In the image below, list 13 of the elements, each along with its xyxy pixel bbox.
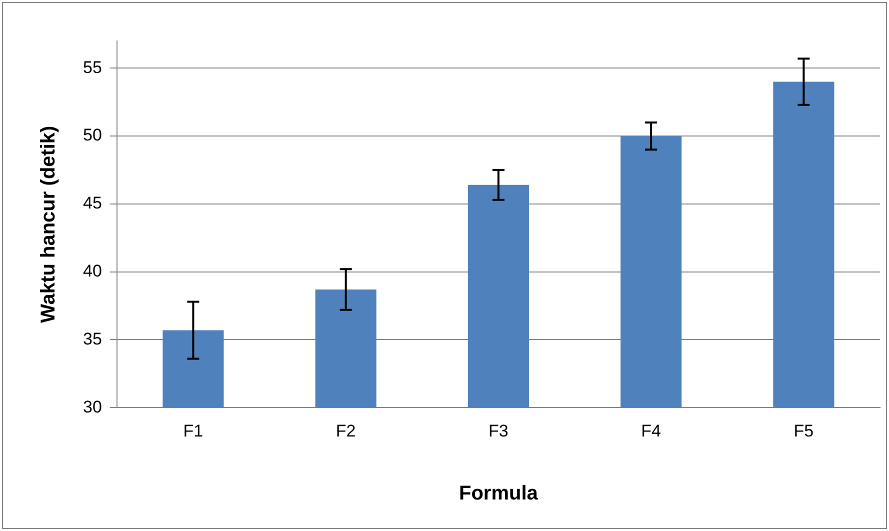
y-tick-label: 55 — [82, 58, 102, 77]
x-tick-label: F5 — [794, 421, 814, 440]
x-tick-label: F1 — [183, 421, 204, 440]
y-axis-title: Waktu hancur (detik) — [38, 126, 60, 323]
y-tick-label: 35 — [82, 329, 102, 348]
x-tick-label: F4 — [641, 421, 661, 440]
y-tick-label: 45 — [82, 194, 102, 213]
y-tick-label: 50 — [82, 126, 102, 145]
x-tick-label: F3 — [488, 421, 508, 440]
y-tick-label: 40 — [82, 262, 102, 281]
y-tick-label: 30 — [82, 397, 102, 416]
x-tick-label: F2 — [336, 421, 356, 440]
x-axis-title: Formula — [459, 482, 539, 505]
